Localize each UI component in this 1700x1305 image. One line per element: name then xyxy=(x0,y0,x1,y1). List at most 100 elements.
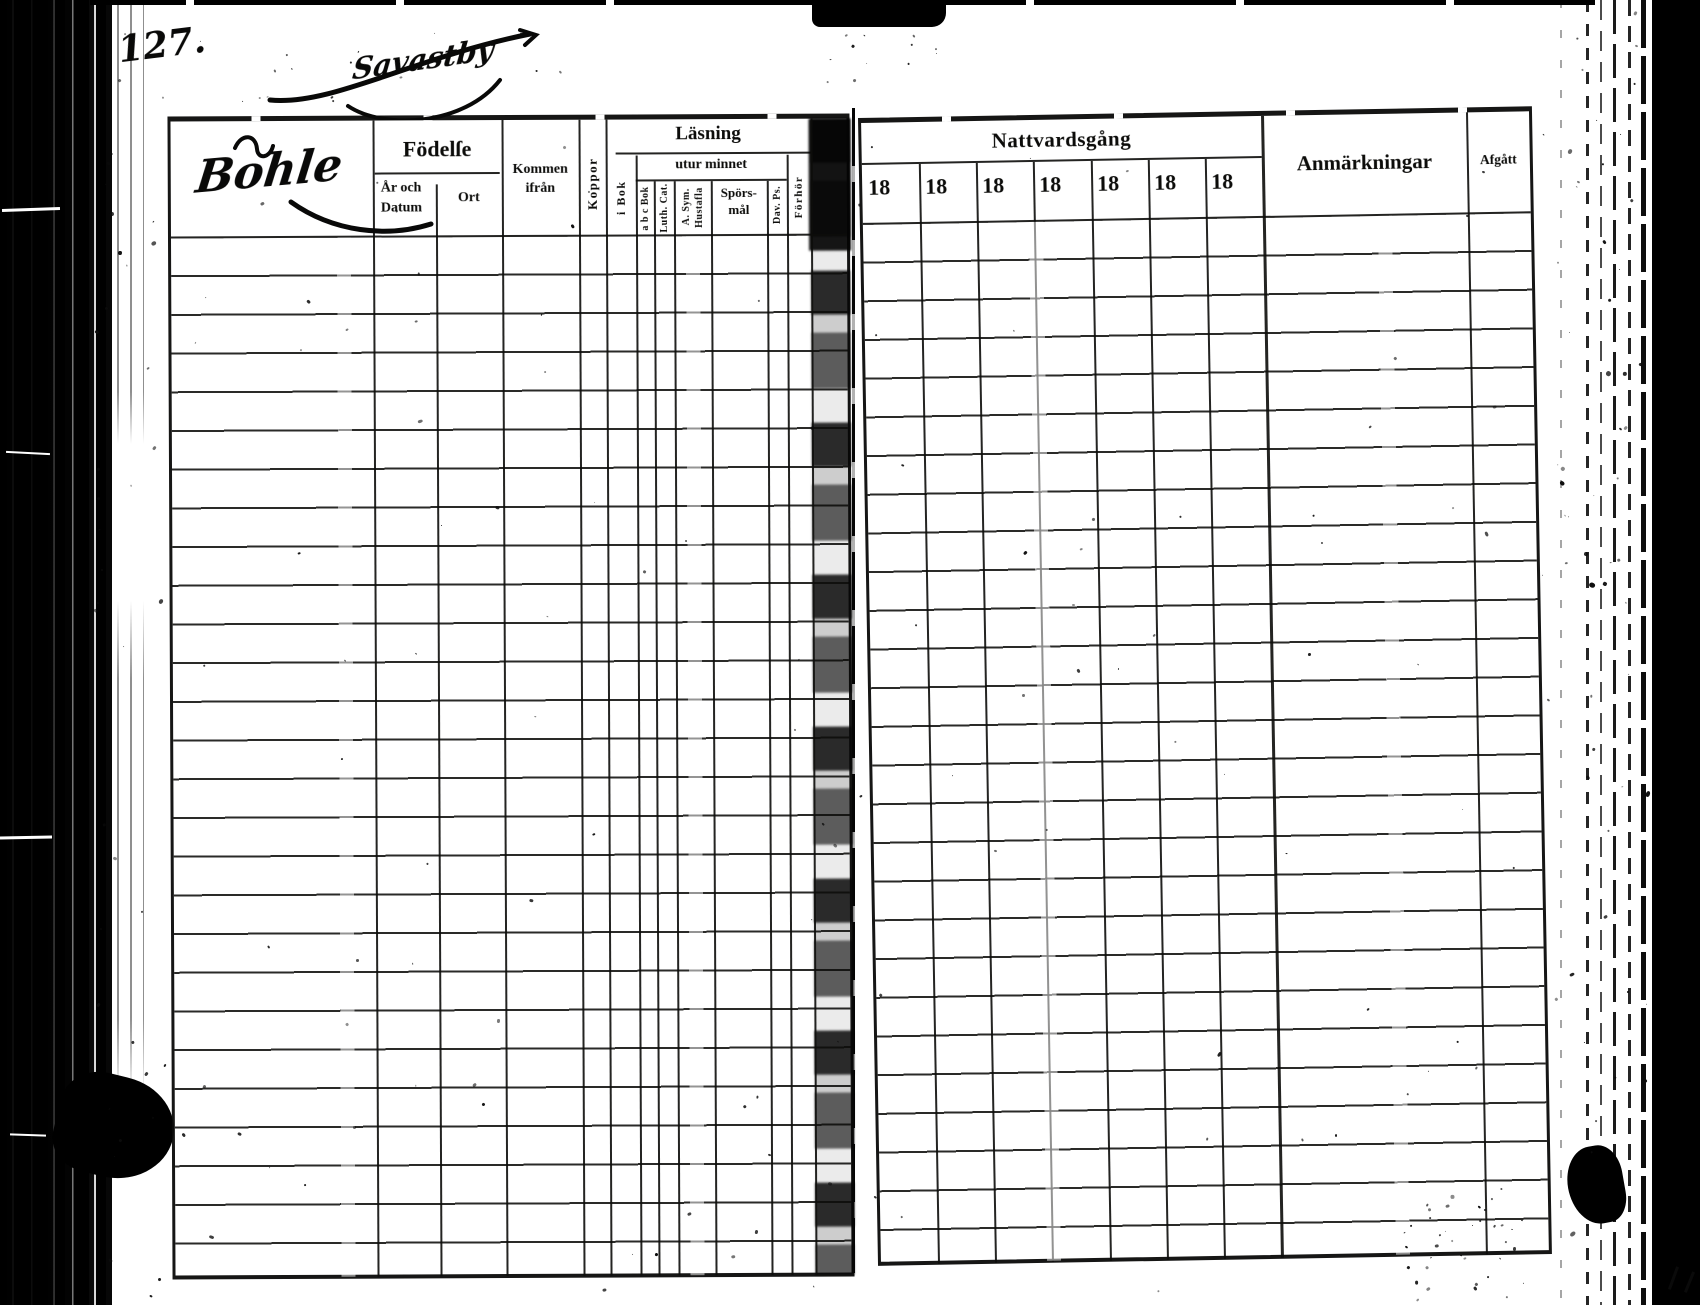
ink-speck xyxy=(602,1287,607,1292)
ink-speck xyxy=(1564,514,1567,517)
ink-speck xyxy=(1576,179,1580,183)
year-label: 18 xyxy=(1038,171,1062,197)
examination-label: Förhör xyxy=(792,175,805,219)
ink-speck xyxy=(1566,148,1573,155)
ink-speck xyxy=(936,53,938,55)
header-abc-book: a b c Bok xyxy=(636,183,654,233)
ink-speck xyxy=(912,34,916,39)
page-edge-line xyxy=(1560,0,1562,1305)
year-label: 18 xyxy=(867,174,891,200)
ink-speck xyxy=(1608,298,1612,302)
year-label: 18 xyxy=(1210,168,1234,194)
ink-speck xyxy=(163,1063,167,1067)
ink-speck xyxy=(157,1277,161,1282)
ink-speck xyxy=(1575,37,1578,40)
ink-speck xyxy=(851,44,856,49)
ink-blob-right xyxy=(1561,1141,1631,1229)
ink-speck xyxy=(1425,1287,1431,1292)
ink-speck xyxy=(152,445,157,450)
ink-speck xyxy=(1635,44,1639,48)
header-come-from-2: ifrån xyxy=(525,180,556,196)
header-questions-2: mål xyxy=(728,201,750,218)
smallpox-label: Koppor xyxy=(584,157,600,210)
luther-cat-label: Luth. Cat. xyxy=(658,183,670,233)
hustafla-label: Hustafla xyxy=(693,186,705,228)
header-in-book: i Bok xyxy=(606,161,636,233)
ink-speck xyxy=(242,101,244,103)
ink-speck xyxy=(1569,971,1575,977)
ink-speck xyxy=(150,239,157,246)
book-gutter xyxy=(852,108,855,1273)
ink-speck xyxy=(1505,1295,1508,1299)
ink-speck xyxy=(1556,463,1559,466)
ink-speck xyxy=(1414,1280,1418,1285)
ink-speck xyxy=(852,78,857,83)
right-page-table: Nattvardsgång 18 18 18 18 18 18 18 Anmär… xyxy=(858,106,1552,1266)
ink-speck xyxy=(1607,829,1611,832)
ink-speck xyxy=(1474,1281,1479,1286)
ink-speck xyxy=(259,96,262,99)
page-edge-line xyxy=(1613,0,1616,1305)
header-come-from-1: Kommen xyxy=(512,161,568,177)
ink-speck xyxy=(1463,1256,1467,1260)
ink-speck xyxy=(1542,133,1545,136)
ink-speck xyxy=(1589,581,1597,588)
header-examination: Förhör xyxy=(787,161,811,233)
ink-speck xyxy=(1623,371,1628,377)
ragged-border xyxy=(858,106,1532,123)
ink-speck xyxy=(1622,785,1624,787)
left-page-table: Födelſe År och Datum Ort Kommen ifrån Ko… xyxy=(167,113,855,1280)
ink-speck xyxy=(1555,996,1559,1001)
ink-speck xyxy=(161,96,164,100)
ink-speck xyxy=(149,1295,153,1299)
ink-speck xyxy=(143,1071,149,1077)
year-label: 18 xyxy=(1153,169,1177,195)
ink-speck xyxy=(1473,1286,1478,1291)
header-remarks: Anmärkningar xyxy=(1296,148,1433,176)
surname-flourish xyxy=(233,135,434,234)
ink-speck xyxy=(826,80,829,83)
ink-speck xyxy=(1646,1004,1648,1006)
ink-speck xyxy=(1618,269,1620,271)
ink-speck xyxy=(1616,558,1621,562)
ink-speck xyxy=(1546,698,1550,702)
ink-speck xyxy=(152,220,155,224)
ink-speck xyxy=(1557,261,1559,264)
ink-speck xyxy=(1622,425,1628,432)
header-smallpox: Koppor xyxy=(579,134,606,234)
ink-speck xyxy=(934,48,937,51)
ink-speck xyxy=(1595,119,1598,122)
ink-speck xyxy=(859,794,863,799)
psalms-label: Dav. Ps. xyxy=(771,185,783,224)
ink-speck xyxy=(1616,476,1619,480)
header-luther-cat: Luth. Cat. xyxy=(654,183,674,233)
ink-speck xyxy=(1567,516,1570,518)
ledger-rows xyxy=(862,213,1549,1264)
group-underline xyxy=(861,155,1262,165)
ink-speck xyxy=(145,366,150,371)
ink-speck xyxy=(1406,1265,1410,1270)
header-psalms: Dav. Ps. xyxy=(767,177,787,233)
ink-speck xyxy=(1594,1119,1597,1123)
scan-artifact-top-tab xyxy=(812,0,946,27)
ink-speck xyxy=(1425,1265,1430,1270)
header-questions-1: Spörs- xyxy=(720,184,757,201)
page-edge-line xyxy=(1641,0,1646,1305)
page-edge-line xyxy=(1586,0,1589,1305)
ink-speck xyxy=(1593,494,1595,496)
ink-speck xyxy=(1602,581,1608,587)
ink-speck xyxy=(1568,332,1571,334)
ink-speck xyxy=(1604,369,1611,377)
ink-speck xyxy=(1486,1275,1490,1279)
ink-speck xyxy=(812,1285,815,1288)
gutter-smudge-header xyxy=(808,118,852,251)
ink-speck xyxy=(1581,68,1584,72)
place-name-flourish xyxy=(267,28,540,120)
ink-speck xyxy=(1633,82,1637,85)
year-label: 18 xyxy=(1096,170,1120,196)
ink-speck xyxy=(1602,914,1608,920)
header-reading-group: Läsning xyxy=(675,122,741,145)
group-underline xyxy=(615,151,811,155)
ink-speck xyxy=(1575,185,1578,188)
